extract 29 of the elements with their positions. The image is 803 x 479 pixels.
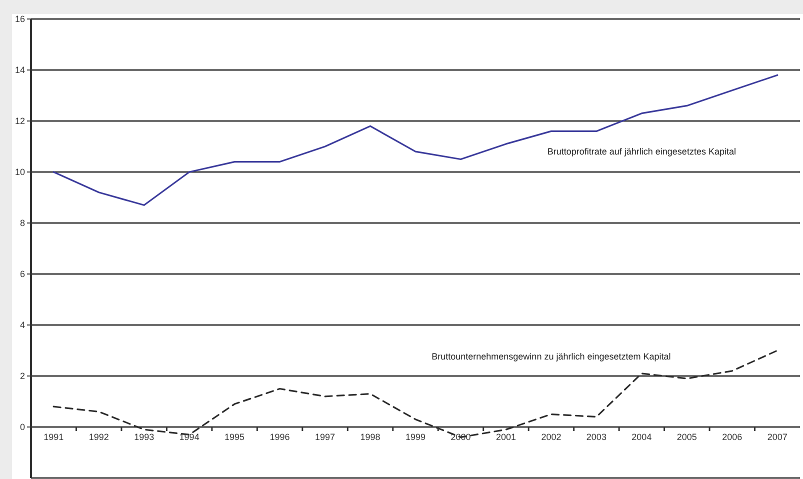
x-tick-label: 1999 bbox=[405, 432, 426, 442]
y-tick-label: 0 bbox=[20, 422, 25, 432]
x-tick-label: 1998 bbox=[360, 432, 380, 442]
x-tick-label: 1993 bbox=[134, 432, 154, 442]
x-tick-label: 2001 bbox=[496, 432, 516, 442]
x-tick-label: 1994 bbox=[179, 432, 200, 442]
x-tick-label: 1992 bbox=[88, 432, 109, 442]
y-tick-label: 4 bbox=[20, 320, 25, 330]
y-tick-label: 2 bbox=[20, 371, 25, 382]
y-tick-label: 14 bbox=[14, 65, 25, 76]
x-tick-label: 2003 bbox=[586, 432, 606, 442]
x-tick-label: 1991 bbox=[44, 432, 64, 442]
line-series bbox=[52, 74, 778, 206]
x-tick-label: 1996 bbox=[270, 432, 290, 442]
y-tick-label: 8 bbox=[20, 218, 25, 228]
x-tick-label: 2004 bbox=[632, 432, 652, 442]
x-tick-label: 2005 bbox=[676, 432, 697, 442]
x-tick-label: 2006 bbox=[722, 432, 742, 442]
x-tick-label: 2000 bbox=[450, 432, 471, 442]
x-tick-label: 1995 bbox=[224, 432, 245, 442]
y-tick-label: 12 bbox=[14, 116, 25, 126]
y-tick-label: 10 bbox=[14, 167, 25, 178]
y-tick-label: 16 bbox=[14, 14, 25, 24]
y-tick-label: 6 bbox=[20, 269, 25, 280]
series-label: Bruttounternehmensgewinn zu jährlich eingesetztem Kapital bbox=[432, 352, 671, 362]
x-tick-label: 2007 bbox=[767, 432, 788, 442]
x-tick-label: 2002 bbox=[541, 432, 562, 442]
x-tick-label: 1997 bbox=[315, 432, 336, 442]
series-label: Bruttoprofitrate auf jährlich eingesetztes Kapital bbox=[547, 146, 736, 157]
